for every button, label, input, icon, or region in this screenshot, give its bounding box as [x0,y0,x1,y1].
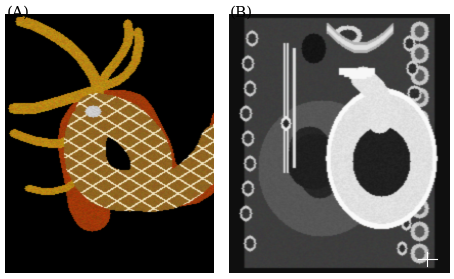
Text: (B): (B) [229,6,252,20]
Text: (A): (A) [7,6,30,20]
